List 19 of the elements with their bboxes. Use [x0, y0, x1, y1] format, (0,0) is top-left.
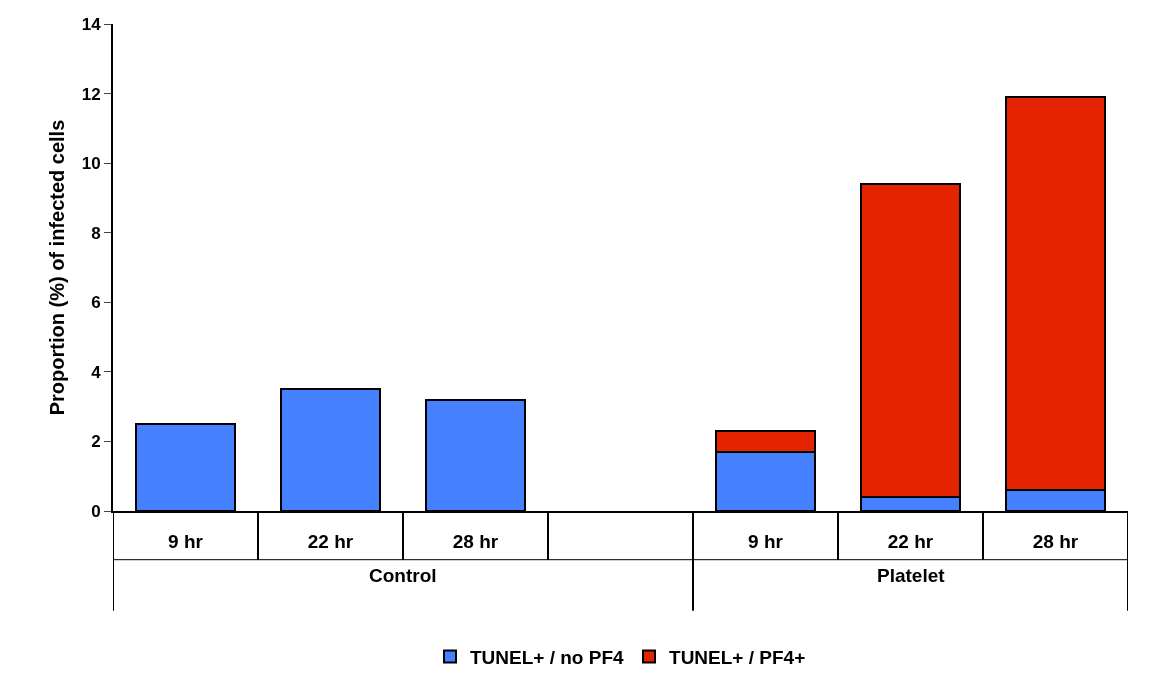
x-tick-label: 28 hr: [1032, 530, 1079, 552]
x-tick-label: 9 hr: [748, 530, 784, 552]
text: Platelet: [877, 565, 946, 586]
legend-label: TUNEL+ / no PF4: [470, 646, 625, 668]
x-tick-label: 28 hr: [452, 530, 499, 552]
y-tick-label: 4: [91, 362, 102, 382]
text: Control: [369, 565, 437, 586]
y-tick-label: 2: [91, 432, 101, 452]
y-tick-label: 6: [91, 293, 101, 313]
y-tick-label: 12: [81, 84, 101, 104]
x-tick-label: 9 hr: [168, 530, 204, 552]
x-tick-label: 22 hr: [887, 530, 934, 552]
y-tick-label: 10: [81, 154, 101, 174]
y-tick-label: 8: [91, 223, 101, 243]
y-tick-label: 14: [81, 14, 102, 34]
y-tick-label: 0: [91, 501, 101, 521]
y-axis-title: Proportion (%) of infected cells: [45, 119, 68, 416]
legend-label: TUNEL+ / PF4+: [669, 646, 806, 668]
x-tick-label: 22 hr: [307, 530, 354, 552]
